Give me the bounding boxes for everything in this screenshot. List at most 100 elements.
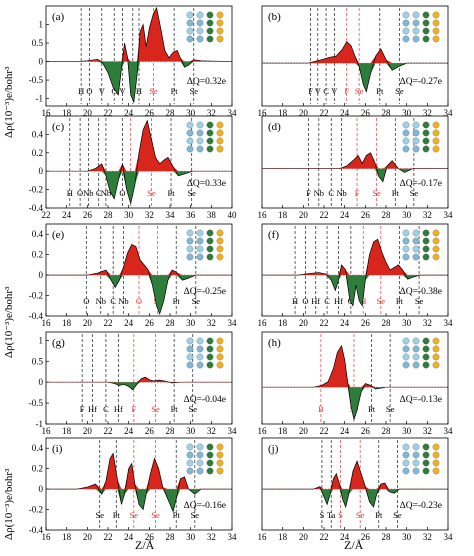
structure-inset: [402, 337, 440, 369]
x-tick-label-9: 34: [228, 426, 238, 436]
x-tick-label-8: 38: [207, 210, 217, 220]
x-tick-label-3: 22: [320, 108, 329, 118]
atom-dot: [412, 11, 420, 19]
atom-dot: [216, 353, 224, 361]
x-tick-label-6: 28: [166, 426, 176, 436]
atom-dot: [196, 337, 204, 345]
x-tick-label-1: 18: [278, 532, 288, 542]
x-tick-label-9: 34: [228, 108, 238, 118]
atom-dot: [196, 35, 204, 43]
atom-dot: [186, 443, 194, 451]
x-tick-label-6: 28: [166, 318, 176, 328]
atom-dot: [412, 237, 420, 245]
atom-dot: [402, 35, 410, 43]
atom-dot: [186, 361, 194, 369]
atom-dot: [422, 459, 430, 467]
atom-dot: [432, 145, 440, 153]
atom-label-2: V: [99, 86, 106, 96]
atom-dot: [186, 337, 194, 345]
charge-transfer-label: ΔQ=-0.27e: [400, 77, 442, 87]
atom-label-6: Pt: [376, 86, 384, 96]
panel-label: (e): [52, 229, 65, 241]
atom-dot: [412, 467, 420, 475]
atom-label-5: Se: [393, 510, 402, 520]
atom-dot: [196, 229, 204, 237]
atom-label-9: Se: [190, 86, 199, 96]
atom-dot: [196, 121, 204, 129]
atom-label-1: O: [86, 86, 92, 96]
x-tick-label-0: 16: [258, 532, 268, 542]
panel-label: (i): [52, 443, 63, 455]
atom-dot: [422, 345, 430, 353]
y-tick-label-3: 0.2: [32, 148, 43, 158]
atom-dot: [186, 35, 194, 43]
atom-dot: [206, 451, 214, 459]
x-tick-label-5: 26: [145, 532, 155, 542]
atom-label-0: S: [320, 510, 325, 520]
x-tick-label-5: 32: [145, 210, 154, 220]
atom-label-3: C: [96, 188, 102, 198]
charge-transfer-label: ΔQ=-0.16e: [184, 501, 226, 511]
atom-label-5: Se: [191, 510, 200, 520]
negative-area: [262, 387, 448, 420]
atom-dot: [402, 19, 410, 27]
x-tick-label-3: 22: [104, 532, 113, 542]
atom-dot: [186, 19, 194, 27]
y-tick-label-2: 0: [39, 57, 44, 67]
positive-area: [262, 41, 448, 64]
atom-dot: [186, 451, 194, 459]
x-tick-label-7: 30: [186, 532, 196, 542]
atom-label-3: V: [331, 86, 338, 96]
atom-dot: [432, 443, 440, 451]
x-tick-label-8: 32: [423, 532, 432, 542]
positive-area: [46, 453, 232, 490]
x-tick-label-9: 34: [444, 532, 454, 542]
atom-dot: [206, 229, 214, 237]
atom-dot: [186, 459, 194, 467]
atom-label-6: Pt: [173, 296, 181, 306]
atom-dot: [186, 137, 194, 145]
atom-dot: [216, 145, 224, 153]
atom-dot: [432, 337, 440, 345]
atom-label-0: H: [292, 296, 298, 306]
atom-label-3: Se: [386, 404, 395, 414]
atom-dot: [196, 361, 204, 369]
chart-panel-0: HOVCVOHSePtSe16182022242628303234-1-0.50…: [29, 5, 238, 118]
atom-dot: [216, 129, 224, 137]
x-tick-label-8: 32: [423, 108, 432, 118]
atom-label-7: Se: [147, 188, 156, 198]
x-tick-label-3: 22: [320, 426, 329, 436]
atom-dot: [206, 337, 214, 345]
structure-inset: [402, 443, 440, 475]
atom-dot: [412, 459, 420, 467]
atom-dot: [206, 245, 214, 253]
y-tick-label-4: 1: [39, 20, 44, 30]
atom-dot: [412, 35, 420, 43]
x-tick-label-8: 32: [207, 318, 216, 328]
y-tick-label-4: 0.4: [32, 129, 44, 139]
x-tick-label-7: 36: [186, 210, 196, 220]
atom-dot: [422, 27, 430, 35]
x-tick-label-0: 16: [42, 318, 52, 328]
x-tick-label-7: 30: [186, 426, 196, 436]
atom-label-0: H: [67, 188, 73, 198]
charge-transfer-label: ΔQ=0.33e: [187, 179, 226, 189]
atom-label-5: O: [119, 188, 125, 198]
atom-label-4: Pt: [375, 510, 383, 520]
x-tick-label-4: 24: [340, 108, 350, 118]
atom-dot: [432, 345, 440, 353]
structure-inset: [186, 11, 224, 43]
x-tick-label-9: 40: [228, 210, 238, 220]
x-tick-label-6: 28: [382, 108, 392, 118]
x-tick-label-9: 34: [444, 318, 454, 328]
atom-dot: [186, 121, 194, 129]
x-tick-label-2: 20: [299, 532, 309, 542]
x-tick-label-5: 26: [145, 108, 155, 118]
x-tick-label-2: 20: [83, 426, 93, 436]
charge-transfer-label: ΔQ=0.32e: [187, 77, 226, 87]
atom-label-1: Pt: [113, 510, 121, 520]
atom-label-2: C: [323, 86, 329, 96]
x-tick-label-4: 24: [340, 318, 350, 328]
